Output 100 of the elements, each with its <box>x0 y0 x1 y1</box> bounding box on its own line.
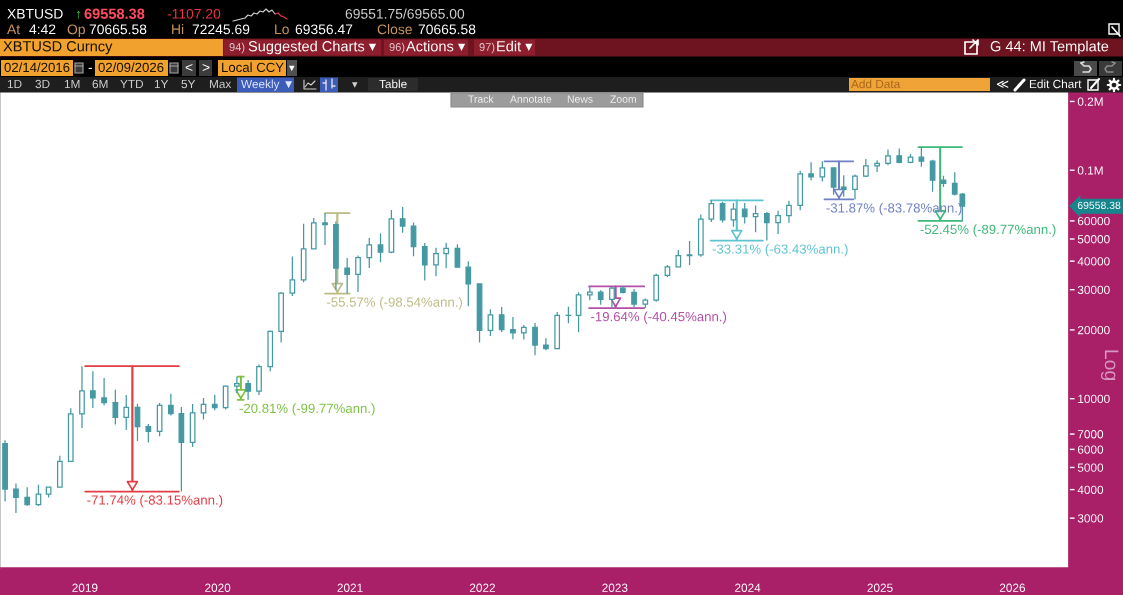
text: Actions ▾ <box>406 40 466 52</box>
annotation: Zoom <box>610 95 636 103</box>
text: At <box>7 24 21 35</box>
candlestick <box>918 146 925 168</box>
candlestick <box>520 324 527 341</box>
candlestick <box>697 213 704 258</box>
text: -1107.20 <box>167 8 221 19</box>
candlestick <box>322 212 328 246</box>
text: Suggested Charts ▾ <box>248 40 377 55</box>
text: 70665.58 <box>418 24 476 35</box>
y-tick-label: 40000 <box>1077 257 1110 266</box>
text: Lo <box>275 24 289 35</box>
candlestick <box>245 379 251 401</box>
candlestick <box>410 221 417 257</box>
annotation: -55.57% (-98.54%ann.) <box>326 297 463 310</box>
candlestick <box>852 173 858 201</box>
x-tick-label: 2026 <box>999 583 1026 592</box>
text: Local CCY <box>222 62 284 73</box>
text: XBTUSD <box>7 8 63 19</box>
x-tick-label: 2022 <box>469 583 495 592</box>
candlestick <box>211 394 218 411</box>
y-axis-title: Log <box>1100 350 1119 380</box>
text: ≪ <box>996 80 1009 88</box>
candlestick <box>565 306 572 324</box>
candlestick <box>653 273 660 303</box>
candlestick <box>79 365 85 429</box>
candlestick <box>819 160 826 183</box>
y-tick-label: 10000 <box>1078 394 1110 404</box>
candlestick <box>24 486 31 507</box>
x-tick-label: 2020 <box>205 583 231 592</box>
candlestick <box>631 288 637 308</box>
text: ↑ <box>76 10 81 20</box>
candlestick <box>487 308 494 337</box>
candlestick <box>421 242 428 282</box>
text: 1D <box>7 79 22 89</box>
candlestick <box>532 322 538 356</box>
candlestick <box>222 384 229 411</box>
text: ▾ <box>289 65 295 72</box>
annotation: Track <box>468 95 494 103</box>
annotation: -52.45% (-89.77%ann.) <box>920 224 1056 237</box>
text: Edit Chart <box>1029 79 1082 89</box>
candlestick <box>730 202 737 228</box>
candlestick <box>399 206 406 234</box>
annotation: -20.81% (-99.77%ann.) <box>239 403 375 416</box>
text: < <box>185 63 193 72</box>
y-tick-label: 0.1M <box>1077 166 1103 175</box>
candlestick <box>200 397 207 421</box>
candlestick <box>267 329 274 372</box>
x-tick-label: 2019 <box>72 583 98 592</box>
candlestick <box>377 232 384 263</box>
candlestick <box>67 407 74 463</box>
candlestick <box>896 147 903 164</box>
text: 1M <box>64 79 80 89</box>
text: Max <box>209 79 232 89</box>
candlestick <box>178 406 185 493</box>
text: G 44: MI Template <box>990 40 1109 55</box>
text: 69558.38 <box>1077 201 1121 210</box>
annotation: -33.31% (-63.43%ann.) <box>712 244 848 257</box>
text: 69551.75/69565.00 <box>345 8 465 19</box>
candlestick <box>344 257 351 295</box>
candlestick <box>586 285 593 301</box>
candlestick <box>575 291 582 333</box>
candlestick <box>708 199 715 223</box>
x-tick-label: 2023 <box>602 583 628 592</box>
candlestick <box>675 249 682 268</box>
x-tick-label: 2021 <box>337 583 363 592</box>
candlestick <box>808 161 814 181</box>
text: 3D <box>35 79 50 89</box>
candlestick <box>498 306 505 333</box>
candlestick <box>388 209 395 254</box>
candlestick <box>763 211 770 242</box>
candlestick <box>929 159 936 193</box>
candlestick <box>89 370 96 409</box>
candlestick <box>289 255 296 297</box>
candlestick <box>862 158 869 178</box>
text: Close <box>377 24 412 35</box>
candlestick <box>741 202 748 225</box>
candlestick <box>366 237 373 269</box>
candlestick <box>797 170 804 211</box>
candlestick <box>885 148 891 166</box>
candlestick <box>543 337 549 351</box>
text: Hi <box>172 24 184 35</box>
candlestick <box>752 204 759 233</box>
candlestick <box>619 285 626 295</box>
annotation: Annotate <box>510 95 552 103</box>
candlestick <box>256 363 262 396</box>
candlestick <box>433 247 439 277</box>
candlestick <box>278 291 284 344</box>
text: YTD <box>120 79 144 89</box>
candlestick <box>101 377 107 406</box>
text: 02/14/2016 <box>4 62 70 73</box>
text: Table <box>379 79 407 89</box>
candlestick <box>355 254 361 293</box>
candlestick <box>686 240 693 266</box>
text: 5Y <box>181 79 196 89</box>
candlestick <box>465 260 472 307</box>
y-tick-label: 60000 <box>1077 216 1110 226</box>
candlestick <box>310 217 317 251</box>
y-tick-label: 5000 <box>1077 463 1104 472</box>
x-tick-label: 2024 <box>735 583 761 592</box>
